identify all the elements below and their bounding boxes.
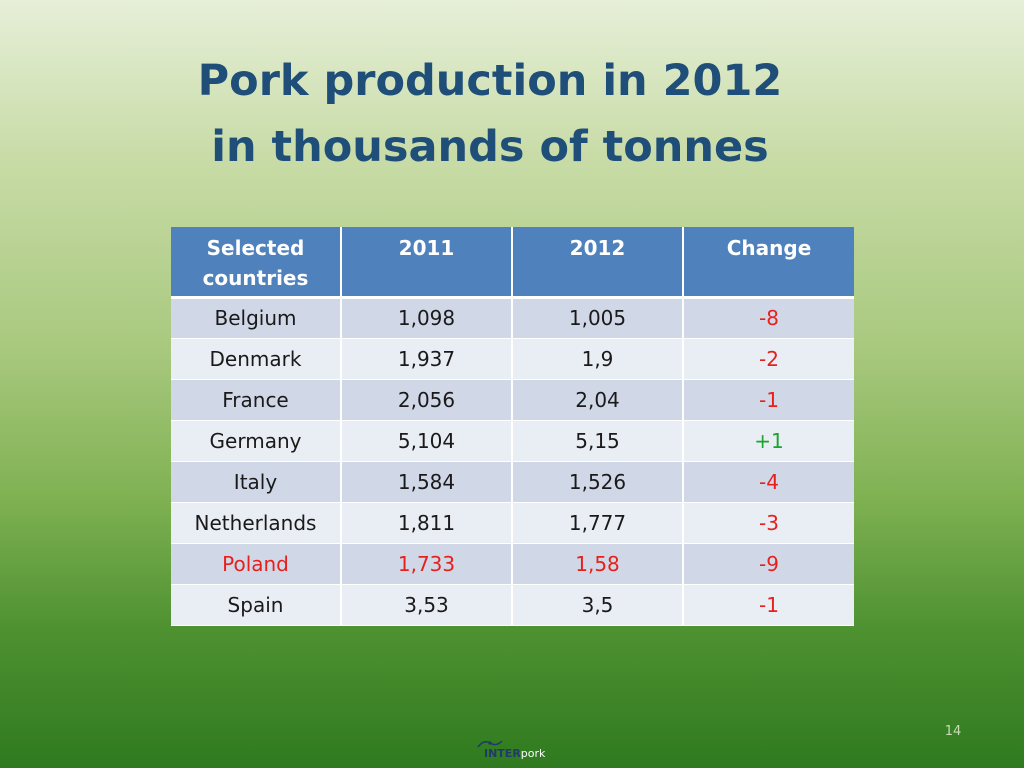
- table-row: Spain 3,53 3,5 -1: [171, 584, 854, 626]
- cell-2011: 2,056: [341, 379, 513, 421]
- table-header-row: Selected countries 2011 2012 Change: [171, 227, 854, 299]
- logo-text: INTERpork: [484, 747, 545, 760]
- cell-2012: 1,777: [512, 502, 684, 544]
- table-row: France 2,056 2,04 -1: [171, 379, 854, 421]
- cell-2012: 2,04: [512, 379, 684, 421]
- cell-2012: 1,9: [512, 338, 684, 380]
- header-2012: 2012: [512, 227, 684, 299]
- cell-change: -1: [683, 379, 854, 421]
- cell-change: -9: [683, 543, 854, 585]
- cell-change: -3: [683, 502, 854, 544]
- table-row: Italy 1,584 1,526 -4: [171, 461, 854, 503]
- cell-change: -1: [683, 584, 854, 626]
- cell-2011: 1,098: [341, 297, 513, 339]
- table-row: Netherlands 1,811 1,777 -3: [171, 502, 854, 544]
- cell-2012: 5,15: [512, 420, 684, 462]
- cell-change: +1: [683, 420, 854, 462]
- table-row-highlighted: Poland 1,733 1,58 -9: [171, 543, 854, 585]
- cell-country: Denmark: [171, 338, 342, 380]
- cell-2011: 3,53: [341, 584, 513, 626]
- cell-country: Germany: [171, 420, 342, 462]
- cell-country: Netherlands: [171, 502, 342, 544]
- cell-2011: 1,811: [341, 502, 513, 544]
- cell-change: -2: [683, 338, 854, 380]
- header-2011: 2011: [341, 227, 513, 299]
- table-row: Denmark 1,937 1,9 -2: [171, 338, 854, 380]
- cell-country: Poland: [171, 543, 342, 585]
- header-country: Selected countries: [171, 227, 342, 299]
- logo-mark-icon: [477, 740, 503, 748]
- table-row: Belgium 1,098 1,005 -8: [171, 297, 854, 339]
- cell-change: -8: [683, 297, 854, 339]
- production-table: Selected countries 2011 2012 Change Belg…: [171, 227, 854, 626]
- logo-text-inter: INTER: [484, 747, 521, 760]
- logo-text-pork: pork: [520, 747, 546, 760]
- title-line-2: in thousands of tonnes: [211, 122, 769, 172]
- slide-title: Pork production in 2012 in thousands of …: [160, 48, 820, 180]
- cell-country: Spain: [171, 584, 342, 626]
- cell-country: France: [171, 379, 342, 421]
- cell-country: Belgium: [171, 297, 342, 339]
- cell-change: -4: [683, 461, 854, 503]
- cell-2011: 1,733: [341, 543, 513, 585]
- title-line-1: Pork production in 2012: [197, 56, 783, 106]
- cell-2012: 1,58: [512, 543, 684, 585]
- cell-2012: 3,5: [512, 584, 684, 626]
- table-row: Germany 5,104 5,15 +1: [171, 420, 854, 462]
- cell-2011: 1,584: [341, 461, 513, 503]
- cell-2012: 1,526: [512, 461, 684, 503]
- header-change: Change: [683, 227, 854, 299]
- cell-2011: 1,937: [341, 338, 513, 380]
- page-number: 14: [944, 724, 962, 739]
- cell-2012: 1,005: [512, 297, 684, 339]
- interpork-logo: INTERpork: [474, 738, 554, 764]
- cell-country: Italy: [171, 461, 342, 503]
- cell-2011: 5,104: [341, 420, 513, 462]
